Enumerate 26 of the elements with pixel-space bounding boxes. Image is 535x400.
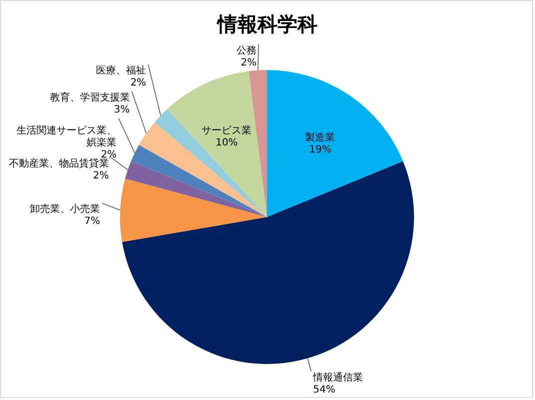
pie-slice: [130, 144, 267, 217]
slice-label: サービス業: [202, 124, 252, 136]
pie-slice: [125, 161, 267, 217]
slice-label: 医療、福祉: [96, 64, 146, 76]
slice-label: 公務: [236, 44, 257, 56]
data-label: 3%: [114, 104, 130, 116]
slice-label: 教育、学習支援業: [50, 91, 130, 104]
data-label: 7%: [84, 216, 100, 228]
slice-label: 情報通信業: [312, 372, 364, 384]
pie-slice: [167, 71, 267, 217]
pie-slice: [120, 178, 267, 242]
data-label: 2%: [130, 77, 146, 88]
slice-label: 卸売業、小売業: [30, 203, 100, 216]
pie-slice: [154, 109, 267, 217]
slice-label: 生活関連サービス業、娯楽業: [16, 124, 117, 148]
chart-title: 情報科学科: [216, 12, 318, 36]
slice-label: 不動産業、物品賃貸業: [8, 157, 109, 170]
pie-slice: [267, 70, 404, 217]
slice-label: 製造業: [305, 132, 336, 144]
pie-slice: [138, 122, 267, 217]
data-label: 19%: [309, 144, 332, 156]
pie-slice: [122, 161, 414, 364]
data-label: 10%: [216, 137, 238, 148]
data-label: 2%: [92, 170, 109, 182]
data-label: 2%: [240, 57, 257, 68]
data-label: 54%: [313, 384, 336, 396]
